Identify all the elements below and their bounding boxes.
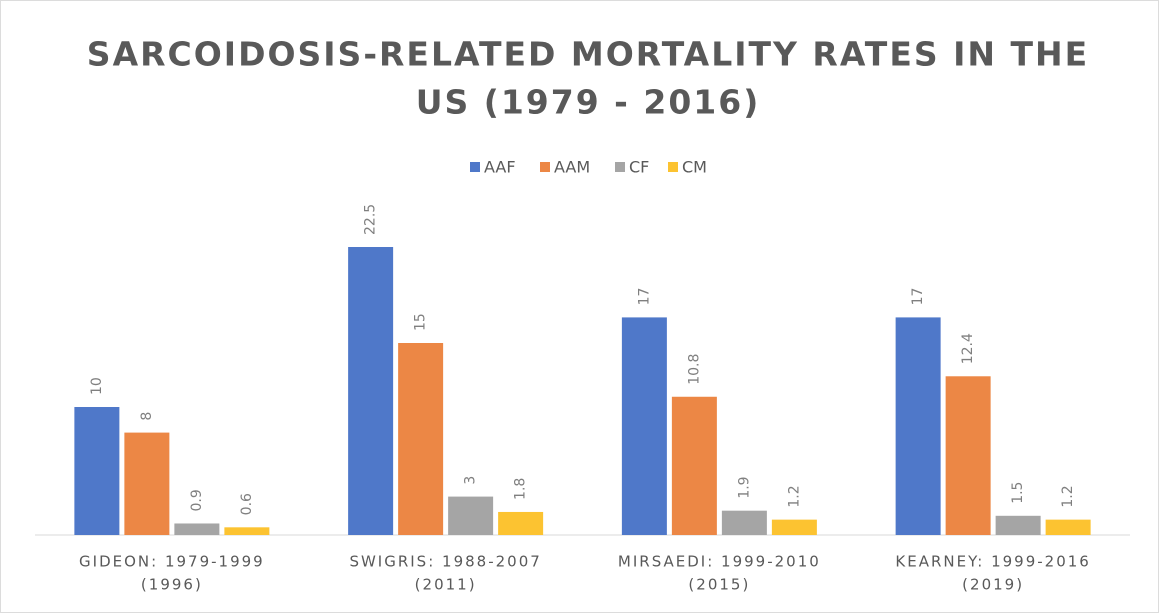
x-tick-label: KEARNEY: 1999-2016 xyxy=(895,553,1090,571)
bar xyxy=(721,510,767,535)
bar xyxy=(398,343,444,535)
x-tick-label: MIRSAEDI: 1999-2010 xyxy=(618,553,821,571)
data-label: 0.9 xyxy=(189,489,205,511)
data-label: 10 xyxy=(89,377,105,395)
bar xyxy=(621,317,667,535)
data-label: 15 xyxy=(413,313,429,331)
data-label: 17 xyxy=(910,288,926,306)
data-label: 1.2 xyxy=(786,485,802,507)
x-tick-label: SWIGRIS: 1988-2007 xyxy=(349,553,541,571)
chart-title: SARCOIDOSIS-RELATED MORTALITY RATES IN T… xyxy=(87,35,1089,74)
bar xyxy=(995,515,1041,535)
bar xyxy=(671,396,717,535)
data-label: 3 xyxy=(463,476,479,485)
data-label: 8 xyxy=(139,412,155,421)
x-tick-label: (2011) xyxy=(415,576,477,594)
bar xyxy=(498,511,544,535)
bar xyxy=(348,247,394,535)
legend-label: AAM xyxy=(554,158,590,177)
legend-label: CM xyxy=(682,158,707,177)
data-label: 1.5 xyxy=(1010,482,1026,504)
legend-swatch xyxy=(470,162,480,172)
x-tick-label: (2015) xyxy=(688,576,750,594)
data-label: 0.6 xyxy=(239,493,255,515)
bar xyxy=(771,519,817,535)
bar xyxy=(174,523,220,535)
data-label: 22.5 xyxy=(363,204,379,235)
legend-swatch xyxy=(540,162,550,172)
data-label: 1.9 xyxy=(736,476,752,498)
x-tick-label: (2019) xyxy=(962,576,1024,594)
data-label: 10.8 xyxy=(686,354,702,385)
bar xyxy=(895,317,941,535)
legend-swatch xyxy=(668,162,678,172)
bar xyxy=(124,432,170,535)
bar xyxy=(1045,519,1091,535)
bar xyxy=(448,496,494,535)
x-tick-label: GIDEON: 1979-1999 xyxy=(79,553,265,571)
legend-label: AAF xyxy=(484,158,516,177)
bar xyxy=(224,527,270,535)
bar xyxy=(74,407,120,535)
legend-swatch xyxy=(615,162,625,172)
chart-title: US (1979 - 2016) xyxy=(416,83,761,122)
data-label: 12.4 xyxy=(960,333,976,364)
data-label: 1.2 xyxy=(1060,485,1076,507)
data-label: 17 xyxy=(636,288,652,306)
bar xyxy=(945,376,991,535)
legend-label: CF xyxy=(629,158,649,177)
data-label: 1.8 xyxy=(513,478,529,500)
x-tick-label: (1996) xyxy=(141,576,203,594)
